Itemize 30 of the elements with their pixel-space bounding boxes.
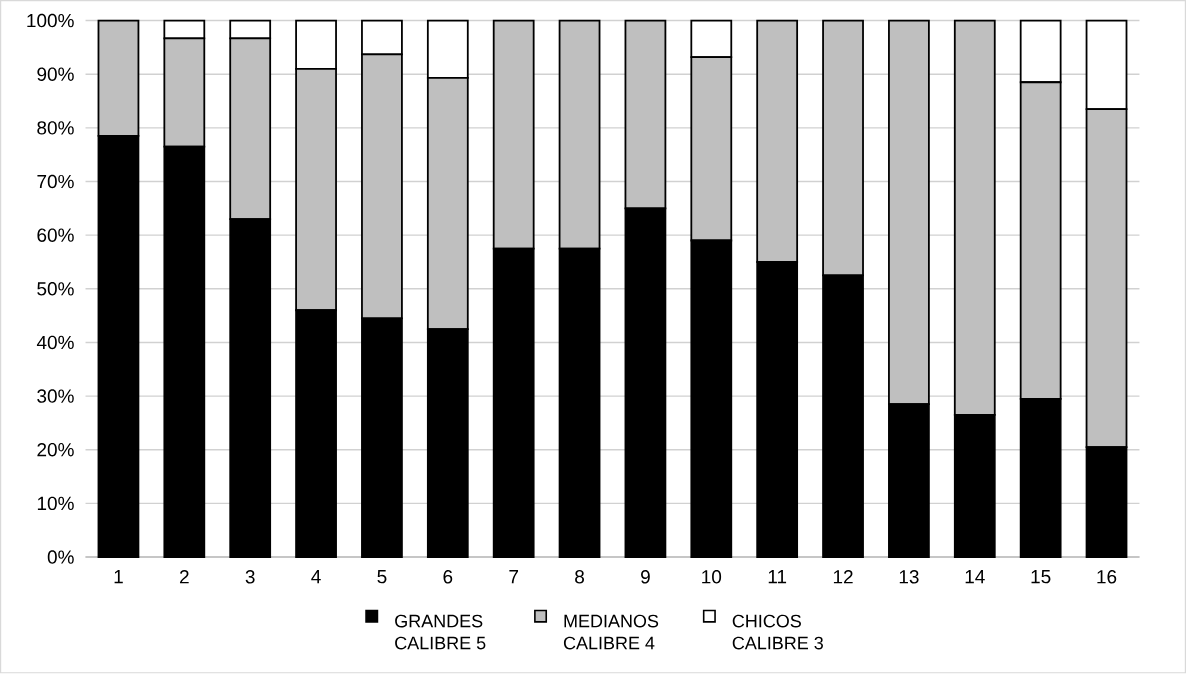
x-tick-label: 7: [509, 570, 519, 584]
y-tick-label: 100%: [27, 14, 74, 28]
x-tick-label: 8: [575, 570, 585, 584]
x-tick-label: 12: [833, 570, 853, 584]
x-tick-label: 3: [245, 570, 255, 584]
y-tick-label: 40%: [36, 335, 74, 350]
y-tick-label: 80%: [37, 121, 74, 135]
y-tick-label: 0%: [47, 550, 74, 564]
y-tick-label: 60%: [37, 228, 74, 243]
y-tick-label: 20%: [37, 443, 74, 457]
x-tick-label: 2: [179, 570, 189, 584]
y-tick-label: 70%: [37, 175, 74, 189]
x-tick-label: 6: [443, 570, 453, 584]
x-tick-label: 1: [114, 570, 123, 584]
y-tick-label: 90%: [37, 67, 74, 82]
x-tick-label: 15: [1031, 570, 1051, 584]
x-tick-label: 16: [1097, 570, 1117, 584]
x-tick-label: 9: [641, 570, 650, 584]
y-tick-label: 50%: [37, 282, 74, 296]
x-tick-label: 4: [311, 570, 321, 584]
legend-label: MEDIANOS CALIBRE 4: [563, 614, 659, 650]
x-tick-label: 10: [702, 570, 722, 584]
legend-label: CHICOS CALIBRE 3: [732, 614, 823, 650]
legend-label: GRANDES CALIBRE 5: [395, 614, 486, 650]
y-tick-label: 30%: [37, 389, 74, 404]
x-tick-label: 5: [377, 570, 387, 584]
y-tick-label: 10%: [37, 496, 74, 511]
x-tick-label: 14: [965, 570, 985, 584]
x-tick-label: 11: [768, 570, 787, 584]
x-tick-label: 13: [899, 570, 919, 584]
